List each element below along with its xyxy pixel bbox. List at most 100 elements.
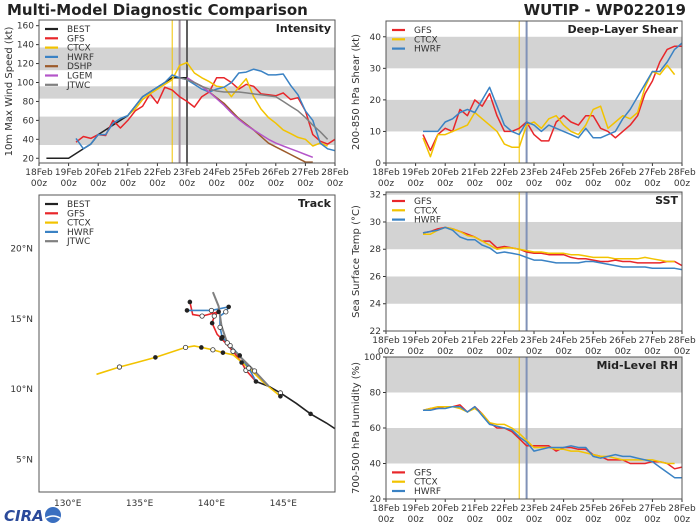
shear-frame (385, 20, 683, 164)
x-tick-date: 21Feb (461, 336, 489, 346)
x-tick-date: 19Feb (402, 504, 430, 514)
x-tick-label: 18Feb 00z (372, 168, 400, 189)
x-tick-hour: 00z (408, 347, 424, 357)
x-tick-label: 28Feb 00z (668, 504, 696, 525)
x-tick-date: 26Feb (609, 168, 637, 178)
x-tick-hour: 00z (437, 179, 453, 189)
x-tick-date: 26Feb (609, 504, 637, 514)
x-tick-label: 26Feb 00z (609, 168, 637, 189)
cira-wave-icon (45, 515, 61, 519)
series-line-hwrf (422, 226, 682, 271)
x-tick-hour: 00z (61, 179, 77, 189)
x-tick-hour: 00z (297, 179, 313, 189)
x-tick-hour: 00z (556, 347, 572, 357)
x-tick-label: 25Feb 00z (580, 504, 608, 525)
x-tick-label: 20Feb 00z (85, 168, 113, 189)
x-tick-date: 28Feb (668, 168, 696, 178)
lon-tick-label: 130°E (54, 499, 82, 509)
y-tick-label: 26 (370, 272, 382, 282)
x-tick-date: 26Feb (609, 336, 637, 346)
x-tick-hour: 00z (644, 347, 660, 357)
x-tick-label: 22Feb 00z (491, 336, 519, 357)
lon-tick-label: 135°E (126, 499, 154, 509)
legend-label: CTCX (67, 44, 91, 54)
x-tick-hour: 00z (585, 515, 601, 525)
lon-tick-label: 140°E (198, 499, 226, 509)
shear-title: Deep-Layer Shear (567, 23, 678, 36)
y-tick-label: 0 (375, 159, 381, 169)
series-line-hwrf (423, 405, 682, 479)
x-tick-hour: 00z (496, 347, 512, 357)
x-tick-hour: 00z (674, 179, 690, 189)
legend-label: DSHP (67, 62, 92, 72)
series-line-hwrf (423, 42, 682, 139)
y-tick-label: 22 (370, 327, 381, 337)
rh-frame (385, 356, 683, 500)
x-tick-date: 19Feb (55, 168, 83, 178)
sst-frame (385, 191, 683, 332)
series-line-lgem (186, 77, 314, 159)
y-tick-label: 24 (370, 300, 382, 310)
x-tick-date: 28Feb (668, 336, 696, 346)
y-tick-label: 120 (17, 60, 34, 70)
x-tick-hour: 00z (31, 179, 47, 189)
x-tick-date: 19Feb (402, 336, 430, 346)
x-tick-label: 21Feb 00z (461, 168, 489, 189)
x-tick-date: 27Feb (639, 168, 667, 178)
track-line-best (255, 380, 335, 430)
legend-label: CTCX (414, 35, 438, 45)
x-tick-date: 24Feb (203, 168, 231, 178)
x-tick-date: 21Feb (461, 504, 489, 514)
legend-label: JTWC (66, 81, 90, 91)
cira-logo: CIRA (4, 507, 61, 525)
y-axis-label: Sea Surface Temp (°C) (351, 205, 362, 318)
track-marker-open (211, 313, 217, 319)
x-tick-hour: 00z (408, 515, 424, 525)
x-tick-label: 19Feb 00z (402, 168, 430, 189)
y-tick-label: 20 (370, 96, 382, 106)
x-tick-hour: 00z (467, 347, 483, 357)
x-tick-date: 18Feb (372, 168, 400, 178)
x-tick-date: 21Feb (114, 168, 142, 178)
x-tick-hour: 00z (674, 515, 690, 525)
x-tick-date: 20Feb (432, 504, 460, 514)
track-marker-open (182, 344, 189, 351)
legend-label: JTWC (66, 237, 90, 247)
background-band (386, 192, 682, 195)
background-band (386, 36, 682, 69)
x-tick-label: 24Feb 00z (203, 168, 231, 189)
x-tick-date: 22Feb (491, 336, 519, 346)
y-tick-label: 60 (23, 116, 35, 126)
x-tick-label: 27Feb 00z (639, 336, 667, 357)
series-line-gfs (422, 45, 682, 152)
track-marker-open (116, 364, 123, 370)
rh-plot-area (386, 357, 682, 499)
track-marker-open (230, 348, 236, 354)
track-title: Track (298, 197, 332, 210)
x-tick-label: 23Feb 00z (520, 168, 548, 189)
track-marker-open (224, 340, 230, 346)
x-tick-hour: 00z (556, 179, 572, 189)
shear-plot-area (386, 21, 682, 163)
x-tick-label: 28Feb 00z (668, 336, 696, 357)
x-tick-date: 24Feb (550, 168, 578, 178)
x-tick-label: 24Feb 00z (550, 504, 578, 525)
x-tick-label: 22Feb 00z (491, 504, 519, 525)
x-tick-hour: 00z (644, 179, 660, 189)
x-tick-hour: 00z (556, 515, 572, 525)
x-tick-date: 25Feb (580, 336, 608, 346)
track-panel: 130°E 135°E 140°E 145°E 5°N 10°N 15°N 20°N Track… (10, 194, 336, 509)
intensity-plot-area (39, 20, 335, 163)
x-tick-date: 27Feb (639, 504, 667, 514)
y-tick-label: 40 (370, 460, 382, 470)
track-marker-open (199, 313, 205, 319)
track-marker-filled (184, 308, 190, 313)
x-tick-hour: 00z (209, 179, 225, 189)
y-tick-label: 140 (17, 41, 34, 51)
x-tick-hour: 00z (496, 179, 512, 189)
x-tick-label: 18Feb 00z (372, 504, 400, 525)
track-marker-open (251, 368, 258, 374)
track-marker-filled (153, 355, 158, 360)
